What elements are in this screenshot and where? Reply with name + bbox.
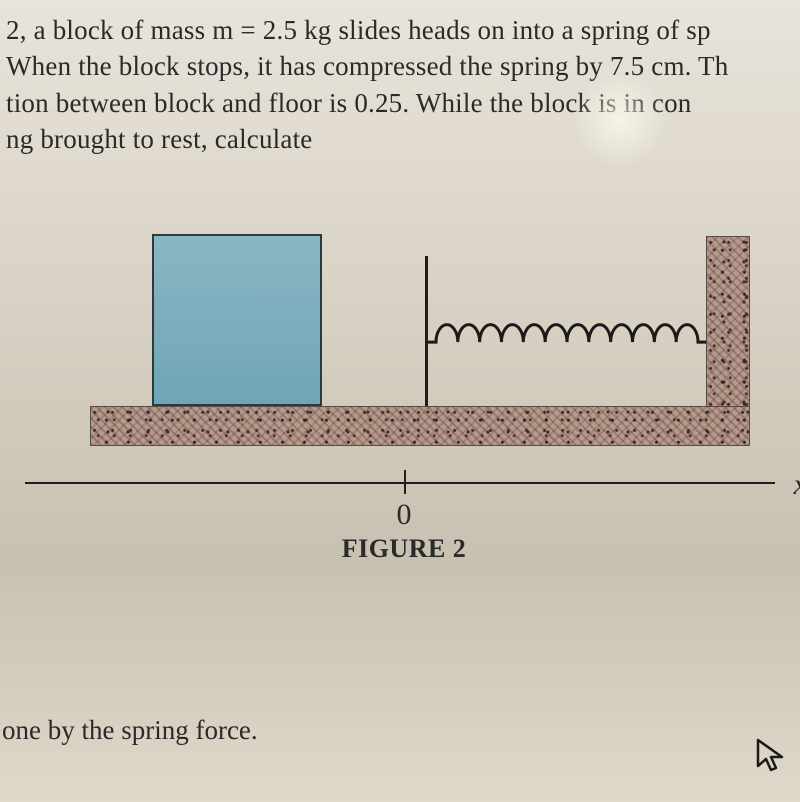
problem-line-1: 2, a block of mass m = 2.5 kg slides hea… — [6, 12, 794, 48]
problem-text: 2, a block of mass m = 2.5 kg slides hea… — [0, 12, 800, 158]
mu-value: 0.25 — [354, 88, 402, 118]
text: ng brought to rest, calculate — [6, 124, 312, 154]
figure-caption: FIGURE 2 — [342, 534, 467, 564]
figure-2: 0 FIGURE 2 x — [0, 186, 800, 572]
mass-value: 2.5 — [263, 15, 297, 45]
axis-line — [25, 482, 775, 484]
axis: 0 FIGURE 2 x — [25, 452, 775, 572]
cursor-icon — [752, 736, 792, 776]
problem-line-4: ng brought to rest, calculate — [6, 121, 794, 157]
origin-label: 0 — [397, 498, 412, 532]
page: 2, a block of mass m = 2.5 kg slides hea… — [0, 0, 800, 572]
diagram-scene — [90, 186, 750, 446]
sub-question-fragment: one by the spring force. — [0, 715, 258, 746]
text: cm. Th — [644, 51, 728, 81]
text: When the block stops, it has compressed … — [6, 51, 610, 81]
block — [152, 234, 322, 406]
problem-line-2: When the block stops, it has compressed … — [6, 48, 794, 84]
text: tion between block and floor is — [6, 88, 354, 118]
floor — [90, 406, 750, 446]
problem-line-3: tion between block and floor is 0.25. Wh… — [6, 85, 794, 121]
axis-tick — [404, 470, 406, 494]
spring-icon — [428, 308, 706, 370]
text: kg slides heads on into a spring of sp — [297, 15, 711, 45]
compression-value: 7.5 — [610, 51, 644, 81]
text: . While the block is in con — [402, 88, 691, 118]
text: 2, a block of mass m = — [6, 15, 263, 45]
x-axis-symbol: x — [794, 468, 800, 502]
